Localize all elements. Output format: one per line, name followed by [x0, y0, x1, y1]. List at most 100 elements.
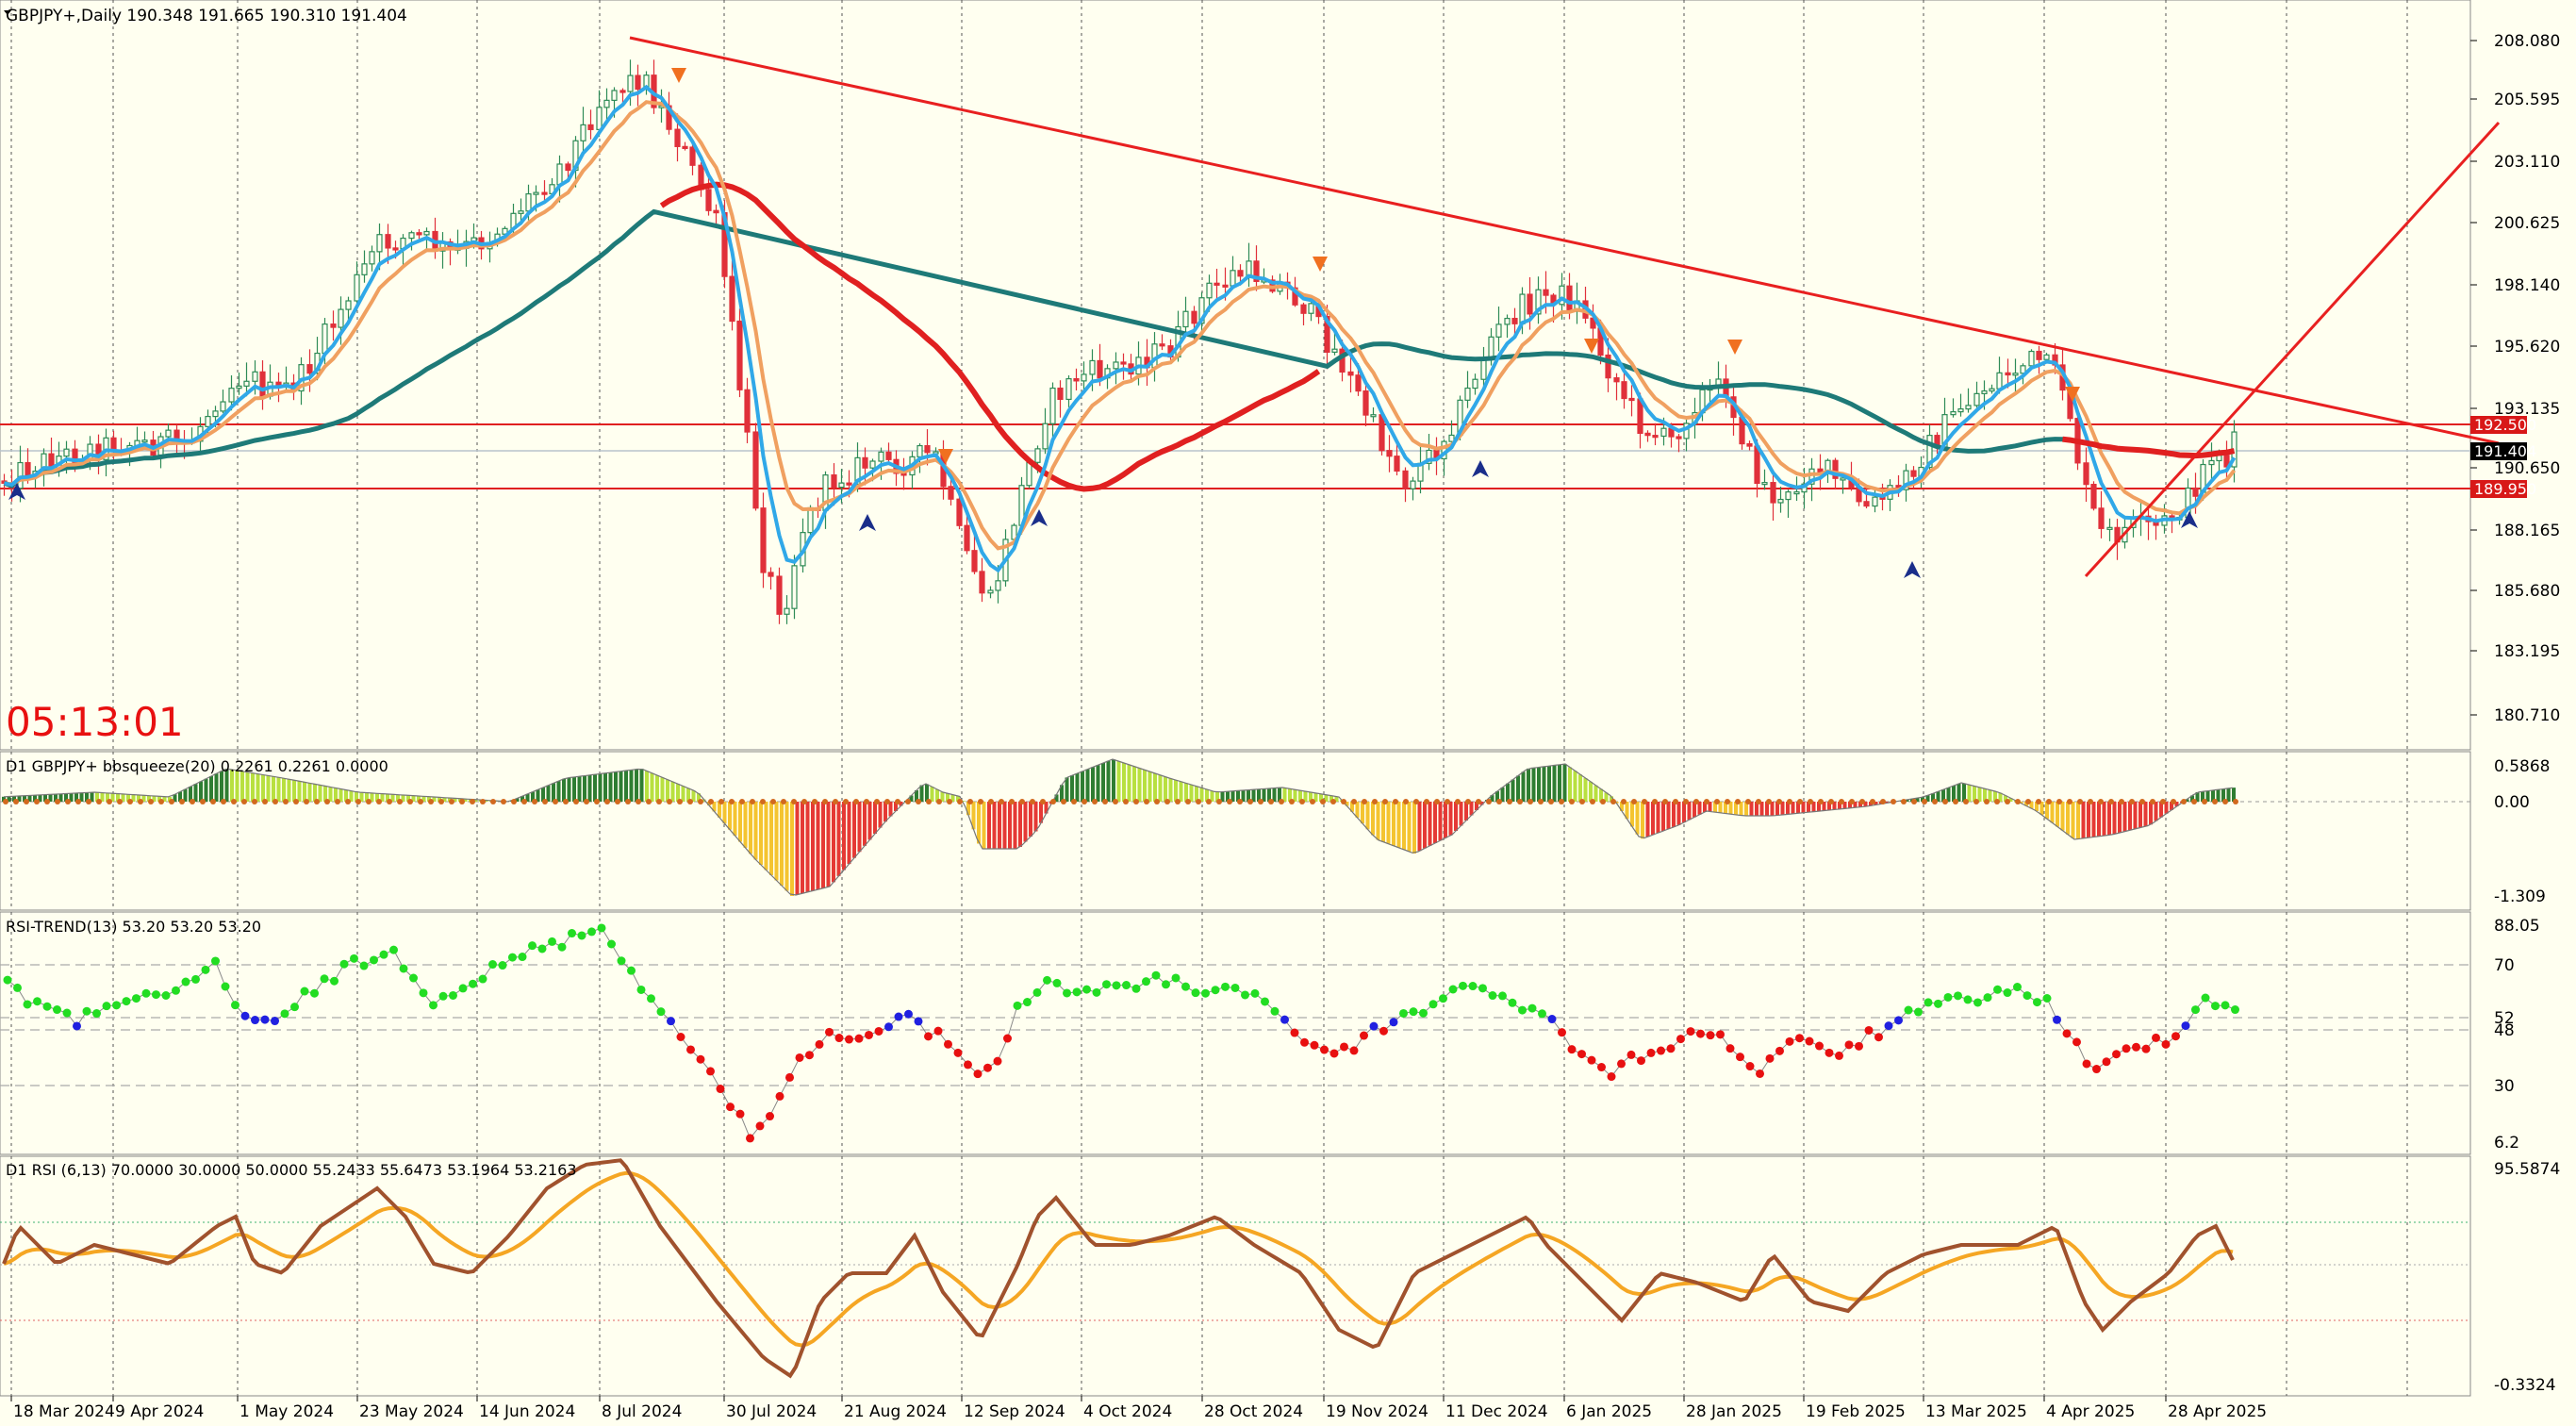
- date-label: 11 Dec 2024: [1445, 1402, 1548, 1421]
- bullish-candle: [596, 107, 603, 130]
- rsi-trend-dot: [874, 1026, 883, 1036]
- squeeze-dot: [988, 799, 994, 804]
- rsi-trend-dot: [1607, 1072, 1616, 1082]
- rsi-trend-dot: [953, 1048, 963, 1057]
- bullish-candle: [212, 410, 219, 418]
- price-label: 208.080: [2494, 32, 2560, 51]
- date-label: 28 Oct 2024: [1204, 1402, 1303, 1421]
- bullish-candle: [1426, 449, 1432, 464]
- bullish-candle: [322, 323, 328, 355]
- rsi-trend-dot: [1765, 1053, 1775, 1063]
- descending-trendline[interactable]: [629, 36, 2500, 445]
- squeeze-dot: [1164, 799, 1170, 804]
- price-label: 200.625: [2494, 214, 2560, 233]
- rsi-trend-dot: [211, 956, 220, 966]
- squeeze-dot: [1932, 799, 1938, 804]
- rsi-trend-dot: [112, 1001, 121, 1010]
- rsi-trend-dot: [1122, 981, 1131, 990]
- price-level-lines[interactable]: [0, 423, 2470, 489]
- rsi-trend-dot: [1181, 982, 1190, 991]
- bullish-candle: [408, 232, 415, 240]
- rsi-trend-dot: [1409, 1007, 1418, 1017]
- squeeze-dot: [1424, 799, 1429, 804]
- squeeze-dot: [905, 799, 911, 804]
- squeeze-dot: [1154, 799, 1160, 804]
- squeeze-dot: [449, 799, 454, 804]
- squeeze-dot: [1496, 799, 1502, 804]
- squeeze-dot: [2046, 799, 2052, 804]
- rsi-trend-dot: [320, 974, 329, 984]
- bullish-candle: [1488, 336, 1494, 360]
- bearish-candle: [776, 575, 783, 615]
- rsi-trend-dot: [1063, 988, 1071, 998]
- squeeze-dot: [656, 799, 662, 804]
- ascending-trendline[interactable]: [2084, 121, 2501, 578]
- squeeze-dot: [480, 799, 486, 804]
- rsi-title: D1 RSI (6,13) 70.0000 30.0000 50.0000 55…: [6, 1161, 577, 1179]
- rsi-trend-dot: [2102, 1057, 2111, 1067]
- symbol-header: GBPJPY+,Daily 190.348 191.665 190.310 19…: [6, 7, 407, 25]
- rsi-trend-dot: [1706, 1031, 1715, 1040]
- rsi-trend-dot: [1102, 980, 1111, 989]
- bearish-candle: [587, 124, 594, 130]
- rsi-trend-dot: [1488, 991, 1497, 1001]
- rsi-trend-dot: [617, 956, 626, 966]
- bearish-candle: [1292, 287, 1298, 306]
- squeeze-dot: [107, 799, 112, 804]
- bullish-candle: [627, 75, 634, 92]
- rsi-trend-dot: [1459, 981, 1467, 990]
- rsi-trend-dot: [2181, 1021, 2190, 1031]
- bearish-candle: [392, 247, 399, 251]
- rsi-trend-pane[interactable]: [0, 911, 2471, 1155]
- bullish-candle: [252, 371, 258, 382]
- buy-arrow-icon: [859, 514, 876, 531]
- rsi-trend-dot: [1874, 1033, 1883, 1042]
- vertical-gridlines: [10, 0, 2408, 1396]
- rsi-trend-dot: [1360, 1031, 1368, 1040]
- squeeze-dot: [2171, 799, 2176, 804]
- bullish-candle: [1950, 411, 1957, 416]
- rsi-pane[interactable]: [0, 1155, 2471, 1397]
- rsi-trend-dot: [469, 979, 477, 988]
- squeeze-dot: [262, 799, 268, 804]
- price-axis[interactable]: 208.080 205.595 203.110 200.625 198.140 195.6…: [2470, 32, 2560, 725]
- bearish-candle: [1652, 435, 1659, 439]
- date-label: 4 Oct 2024: [1083, 1402, 1172, 1421]
- squeeze-dot: [812, 799, 817, 804]
- rsi-trend-dot: [1954, 991, 1962, 1001]
- rsi-trend-dot: [933, 1026, 943, 1036]
- rsi-trend-dot: [1300, 1037, 1309, 1047]
- bbsqueeze-pane[interactable]: [0, 751, 2471, 911]
- squeeze-dot: [2036, 799, 2041, 804]
- trendlines[interactable]: [629, 36, 2501, 578]
- squeeze-dot: [1030, 799, 1035, 804]
- squeeze-dot: [1756, 799, 1761, 804]
- squeeze-dot: [1725, 799, 1730, 804]
- bearish-candle: [1339, 348, 1346, 373]
- squeeze-dot: [304, 799, 309, 804]
- date-axis[interactable]: 18 Mar 2024 9 Apr 2024 1 May 2024 23 May 20…: [10, 1396, 2267, 1421]
- bullish-candle: [518, 210, 524, 214]
- squeeze-dot: [1631, 799, 1637, 804]
- squeeze-dot: [1942, 799, 1948, 804]
- squeeze-dot: [2191, 799, 2197, 804]
- bullish-candle: [1049, 387, 1056, 424]
- squeeze-dot: [2067, 799, 2072, 804]
- bullish-candle: [369, 251, 375, 265]
- rsi-trend-title: RSI-TREND(13) 53.20 53.20 53.20: [6, 918, 261, 936]
- rsi-trend-dot: [904, 1009, 913, 1019]
- rsi-trend-dot: [924, 1032, 933, 1041]
- main-price-pane[interactable]: [0, 0, 2471, 751]
- squeeze-dot: [1538, 799, 1544, 804]
- date-label: 1 May 2024: [239, 1402, 334, 1421]
- sell-arrow-icon: [938, 449, 953, 464]
- bearish-candle: [956, 498, 963, 526]
- collapse-triangle-icon[interactable]: [4, 10, 11, 15]
- rsi-trend-dot: [1775, 1046, 1784, 1055]
- squeeze-dot: [1714, 799, 1720, 804]
- bullish-candle: [228, 388, 235, 403]
- rsi-trend-dot: [1587, 1055, 1596, 1065]
- squeeze-dot: [718, 799, 724, 804]
